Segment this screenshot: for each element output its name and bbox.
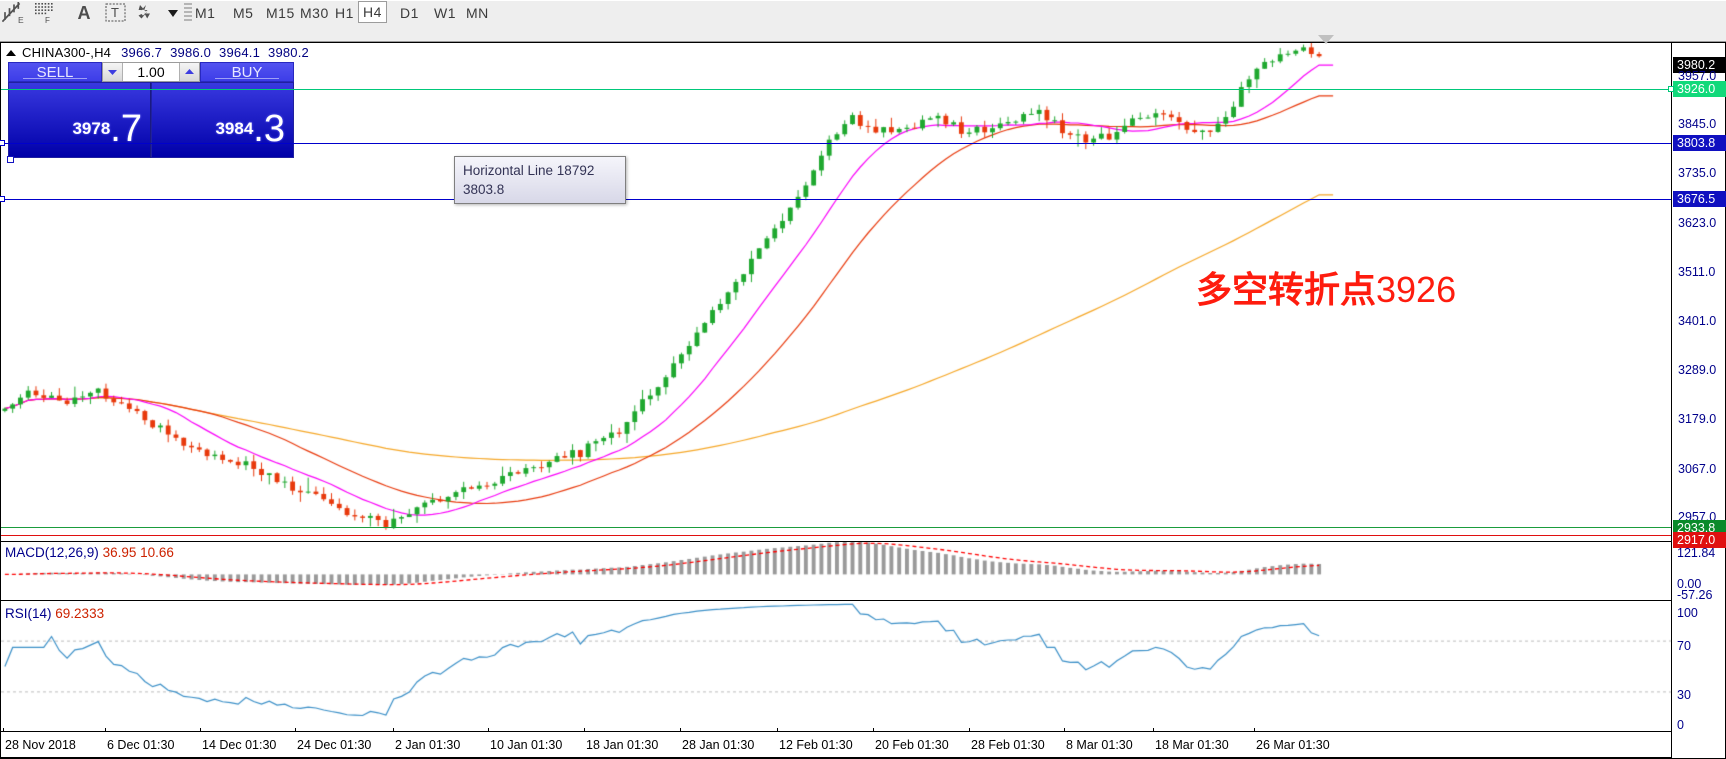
svg-text:F: F <box>45 16 50 24</box>
svg-text:E: E <box>18 15 24 24</box>
svg-text:T: T <box>111 5 119 20</box>
